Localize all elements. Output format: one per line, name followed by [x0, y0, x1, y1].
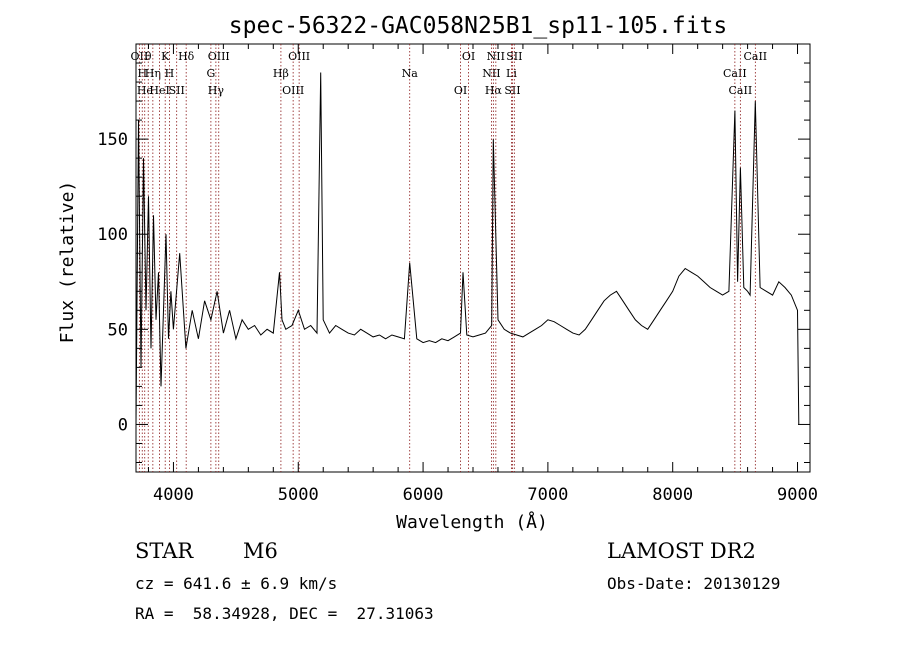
feature-label: Li — [506, 67, 517, 80]
feature-label: Hδ — [178, 50, 195, 63]
feature-label: OI — [454, 84, 467, 97]
x-axis-label: Wavelength (Å) — [396, 511, 548, 533]
spectrum-line — [135, 72, 800, 425]
x-tick-label: 7000 — [527, 485, 568, 505]
feature-label: θ — [145, 50, 152, 63]
x-tick-label: 9000 — [777, 485, 818, 505]
feature-label: OIII — [282, 84, 304, 97]
x-tick-label: 6000 — [403, 485, 444, 505]
feature-label: SII — [504, 84, 520, 97]
feature-label: CaII — [743, 50, 767, 63]
feature-label: NII — [487, 50, 505, 63]
feature-label: SII — [506, 50, 522, 63]
survey-name: LAMOST DR2 — [607, 539, 756, 563]
feature-label: CaII — [723, 67, 747, 80]
plot-frame — [135, 43, 811, 473]
x-tick-label: 8000 — [652, 485, 693, 505]
plot-area: OIIHHϵθHηHeIKHSIIHδGHγOIIIHβOIIIOIIINaOI… — [97, 43, 818, 505]
x-tick-label: 4000 — [153, 485, 194, 505]
feature-label: SII — [169, 84, 185, 97]
feature-label: Hγ — [208, 84, 225, 97]
feature-label: HeI — [149, 84, 169, 97]
feature-label: OII — [131, 50, 149, 63]
y-tick-label: 0 — [118, 415, 128, 435]
feature-label: G — [206, 67, 215, 80]
redshift-cz: cz = 641.6 ± 6.9 km/s — [135, 574, 338, 593]
obs-date: Obs-Date: 20130129 — [607, 574, 781, 593]
y-tick-label: 100 — [97, 225, 128, 245]
feature-label: Hβ — [273, 67, 289, 80]
y-axis-label: Flux (relative) — [57, 181, 78, 344]
coordinates: RA = 58.34928, DEC = 27.31063 — [135, 604, 434, 623]
feature-label: OIII — [288, 50, 310, 63]
feature-label: OIII — [208, 50, 230, 63]
feature-label: H — [165, 67, 175, 80]
feature-label: CaII — [729, 84, 753, 97]
x-tick-label: 5000 — [278, 485, 319, 505]
feature-label: NII — [482, 67, 500, 80]
feature-label: Hϵ — [137, 84, 153, 97]
chart-title: spec-56322-GAC058N25B1_sp11-105.fits — [229, 13, 728, 39]
feature-label: OI — [462, 50, 475, 63]
feature-label: Hα — [485, 84, 503, 97]
y-tick-label: 50 — [108, 320, 128, 340]
feature-label: K — [161, 50, 170, 63]
feature-label: Hη — [145, 67, 161, 80]
object-class: STAR — [135, 539, 194, 563]
feature-label: H — [137, 67, 147, 80]
object-subclass: M6 — [243, 539, 278, 563]
y-tick-label: 150 — [97, 130, 128, 150]
feature-label: Na — [402, 67, 419, 80]
